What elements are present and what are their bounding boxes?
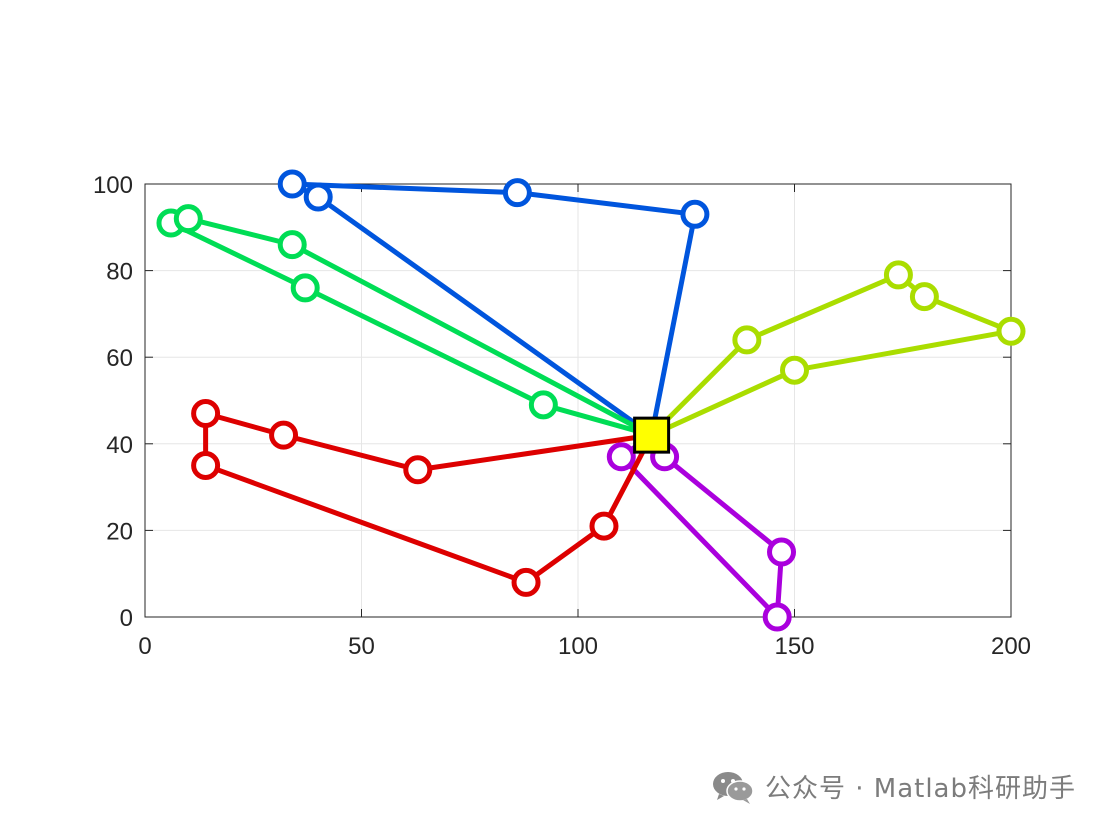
- route-3: [649, 260, 1026, 438]
- route-point: [883, 260, 913, 290]
- y-tick-label: 80: [106, 259, 133, 286]
- route-1: [277, 169, 710, 438]
- route-5: [191, 398, 655, 597]
- y-tick-label: 60: [106, 345, 133, 372]
- route-line: [618, 432, 785, 620]
- route-point: [191, 398, 221, 428]
- x-tick-label: 200: [991, 633, 1031, 660]
- route-line: [649, 272, 1014, 438]
- route-point: [511, 567, 541, 597]
- y-tick-label: 0: [120, 605, 133, 632]
- route-point: [191, 450, 221, 480]
- route-point: [732, 325, 762, 355]
- route-point: [173, 204, 203, 234]
- watermark-text: 公众号 · Matlab科研助手: [764, 774, 1076, 804]
- grid-lines: [144, 183, 1012, 618]
- route-2: [156, 204, 655, 438]
- route-point: [762, 602, 792, 632]
- route-point: [303, 182, 333, 212]
- y-tick-label: 100: [93, 172, 133, 199]
- watermark: 公众号 · Matlab科研助手: [711, 768, 1076, 805]
- route-point: [767, 537, 797, 567]
- route-point: [780, 355, 809, 385]
- route-point: [528, 390, 558, 420]
- y-tick-label: 40: [106, 432, 133, 459]
- route-line: [168, 216, 655, 438]
- route-point: [277, 230, 307, 260]
- x-tick-label: 100: [558, 633, 598, 660]
- route-point: [996, 316, 1026, 346]
- depot-layer: [633, 416, 671, 454]
- route-point: [277, 169, 307, 199]
- x-tick-label: 150: [774, 633, 814, 660]
- route-point: [909, 282, 939, 312]
- route-point: [290, 273, 320, 303]
- route-point: [589, 511, 619, 541]
- x-tick-label: 0: [138, 633, 151, 660]
- route-series: [156, 169, 1026, 632]
- route-line: [203, 410, 655, 585]
- route-line: [289, 181, 698, 438]
- route-point: [680, 199, 710, 229]
- y-tick-label: 20: [106, 518, 133, 545]
- route-point: [502, 178, 532, 208]
- x-tick-label: 50: [348, 633, 375, 660]
- axis-ticks: 0 50 100 150 200 0 20 40 60 80 100: [93, 172, 1031, 660]
- route-point: [269, 420, 299, 450]
- depot-marker: [633, 416, 671, 454]
- wechat-icon: [712, 771, 754, 804]
- route-point: [606, 442, 636, 472]
- route-point: [403, 455, 433, 485]
